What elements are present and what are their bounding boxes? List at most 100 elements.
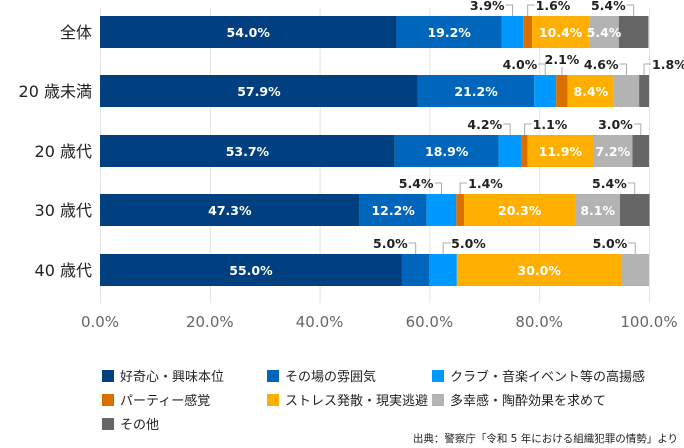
- legend-item: 好奇心・興味本位: [102, 366, 224, 385]
- data-label: 8.1%: [580, 203, 615, 218]
- legend-label: 多幸感・陶酔効果を求めて: [450, 394, 607, 409]
- data-label: 5.4%: [587, 25, 622, 40]
- bar-segment: [632, 135, 649, 167]
- callout-leader: [538, 63, 546, 75]
- bar-segment: [100, 135, 395, 167]
- callout-label: 1.6%: [536, 0, 571, 13]
- legend-label: その場の雰囲気: [285, 370, 377, 385]
- callout-label: 5.4%: [399, 176, 434, 191]
- source-note: 出典：警察庁「令和 5 年における組織犯罪の情勢」より: [412, 433, 678, 445]
- callout-leader: [633, 123, 642, 135]
- bar-segment: [456, 194, 464, 226]
- bar-segment: [619, 194, 650, 226]
- x-tick-label: 60.0%: [406, 313, 454, 331]
- x-tick-label: 20.0%: [186, 313, 234, 331]
- callout-leader: [643, 63, 652, 75]
- category-label: 20 歳代: [35, 142, 92, 161]
- stacked-bar-chart: 0.0% 20.0% 40.0% 60.0% 80.0% 100.0% 全体 54.0% 19.…: [19, 0, 684, 331]
- callout-label: 5.0%: [593, 236, 628, 251]
- bar-segment: [589, 16, 619, 48]
- callout-label: 5.0%: [451, 236, 486, 251]
- callout-leader: [626, 4, 635, 16]
- data-label: 21.2%: [454, 84, 498, 99]
- legend-item: その場の雰囲気: [267, 366, 376, 385]
- data-label: 55.0%: [229, 263, 273, 278]
- bar-segment: [456, 254, 622, 286]
- callout-leader: [434, 182, 442, 194]
- bar-segment: [556, 75, 568, 107]
- legend-swatch: [432, 393, 444, 406]
- bar-segment: [501, 16, 524, 48]
- x-tick-label: 0.0%: [81, 313, 119, 331]
- category-label: 全体: [60, 23, 92, 42]
- callout-label: 4.0%: [503, 57, 538, 72]
- bar-segment: [463, 194, 576, 226]
- bar-segment: [593, 135, 633, 167]
- category-label: 40 歳代: [35, 261, 92, 280]
- callout-label: 2.1%: [545, 52, 580, 67]
- callout-leader: [628, 242, 636, 254]
- callout-label: 5.0%: [373, 236, 408, 251]
- data-label: 8.4%: [573, 84, 608, 99]
- bar-segment: [521, 135, 528, 167]
- bar-segment: [498, 135, 522, 167]
- bar-segment: [532, 16, 590, 48]
- bar-segment: [567, 75, 614, 107]
- legend-swatch: [102, 369, 114, 382]
- callout-label: 1.8%: [652, 57, 684, 72]
- bar-segment: [100, 254, 402, 286]
- callout-label: 5.4%: [592, 176, 627, 191]
- callout-leader: [459, 182, 468, 194]
- bar-segment: [621, 254, 649, 286]
- bar-segment: [527, 135, 594, 167]
- legend-swatch: [102, 393, 114, 406]
- callout-leader: [527, 4, 535, 16]
- callout-leader: [524, 123, 532, 135]
- data-label: 47.3%: [208, 203, 252, 218]
- callout-label: 4.2%: [467, 117, 502, 132]
- callout-leader: [505, 4, 514, 16]
- data-label: 18.9%: [425, 144, 469, 159]
- data-label: 10.4%: [539, 25, 583, 40]
- legend-label: ストレス発散・現実逃避: [285, 394, 429, 409]
- callout-label: 1.1%: [533, 117, 568, 132]
- bar-segment: [523, 16, 533, 48]
- legend-item: ストレス発散・現実逃避: [267, 390, 428, 409]
- bar-segment: [534, 75, 557, 107]
- callout-leader: [408, 242, 417, 254]
- category-label: 30 歳代: [35, 201, 92, 220]
- callout-label: 3.9%: [470, 0, 505, 13]
- legend-label: パーティー感覚: [120, 394, 211, 409]
- data-label: 11.9%: [539, 144, 583, 159]
- data-label: 20.3%: [498, 203, 542, 218]
- legend-label: その他: [120, 418, 160, 433]
- data-label: 12.2%: [371, 203, 415, 218]
- legend-label: 好奇心・興味本位: [120, 370, 225, 385]
- bar-segment: [575, 194, 620, 226]
- bar-segment: [100, 75, 418, 107]
- data-label: 53.7%: [226, 144, 270, 159]
- bar-segment: [396, 16, 502, 48]
- bar-segment: [618, 16, 649, 48]
- bar-segment: [639, 75, 649, 107]
- bar-segment: [100, 16, 397, 48]
- callout-label: 3.0%: [598, 117, 633, 132]
- legend-label: クラブ・音楽イベント等の高揚感: [450, 370, 646, 385]
- data-label: 54.0%: [227, 25, 271, 40]
- legend-item: 多幸感・陶酔効果を求めて: [432, 390, 606, 409]
- x-tick-label: 100.0%: [620, 313, 677, 331]
- data-label: 19.2%: [427, 25, 471, 40]
- callout-label: 5.4%: [591, 0, 626, 13]
- legend-item: クラブ・音楽イベント等の高揚感: [432, 366, 645, 385]
- data-label: 57.9%: [237, 84, 281, 99]
- callout-leader: [442, 242, 451, 254]
- bar-segment: [613, 75, 640, 107]
- legend-swatch: [102, 417, 114, 430]
- x-tick-label: 40.0%: [296, 313, 344, 331]
- x-tick-label: 80.0%: [515, 313, 563, 331]
- callout-label: 4.6%: [584, 57, 619, 72]
- bar-segment: [359, 194, 427, 226]
- legend-item: パーティー感覚: [102, 390, 210, 409]
- category-label: 20 歳未満: [19, 82, 92, 101]
- legend-swatch: [432, 369, 444, 382]
